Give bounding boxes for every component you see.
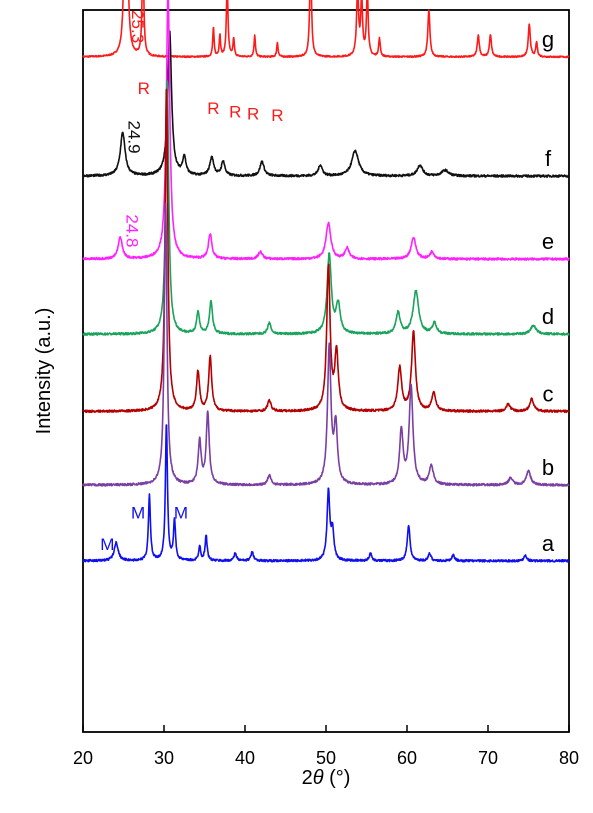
peak-annotation: R	[138, 79, 150, 98]
series-f-line	[82, 30, 570, 178]
x-tick-label: 20	[73, 748, 93, 768]
series-layer	[82, 0, 570, 563]
series-b-label: b	[542, 455, 554, 480]
series-f-label: f	[545, 146, 552, 171]
series-d-label: d	[542, 304, 554, 329]
peak-annotation: R	[207, 99, 219, 118]
peak-annotation: 25.3	[128, 10, 147, 43]
x-tick-label: 60	[397, 748, 417, 768]
series-e-line	[82, 0, 570, 261]
x-tick-label: 40	[235, 748, 255, 768]
series-c-label: c	[543, 381, 554, 406]
series-d-line	[82, 80, 570, 336]
series-b-line	[82, 202, 570, 487]
y-axis-title: Intensity (a.u.)	[33, 308, 55, 435]
peak-annotation: R	[229, 103, 241, 122]
x-axis-ticks: 20 30 40 50 60 70 80	[73, 725, 579, 768]
series-a-label: a	[542, 531, 555, 556]
annotation-layer: 25.3RR R R R24.924.8MM M	[100, 10, 283, 554]
series-a-line	[82, 424, 570, 563]
peak-annotation: M	[100, 535, 114, 554]
x-tick-label: 30	[154, 748, 174, 768]
x-tick-label: 70	[478, 748, 498, 768]
plot-frame	[82, 9, 570, 733]
peak-annotation: R	[247, 105, 259, 124]
x-tick-label: 80	[559, 748, 579, 768]
series-e-label: e	[542, 229, 554, 254]
curve-label-layer: g f e d c b a	[542, 27, 555, 556]
peak-annotation: 24.8	[122, 214, 141, 247]
x-tick-label: 50	[316, 748, 336, 768]
x-axis-title: 2θ (°)	[302, 767, 351, 789]
peak-annotation: 24.9	[125, 121, 144, 154]
peak-annotation: M	[131, 503, 145, 522]
series-g-line	[82, 0, 570, 59]
peak-annotation: R	[271, 106, 283, 125]
peak-annotation: M	[174, 503, 188, 522]
series-g-label: g	[542, 27, 554, 52]
